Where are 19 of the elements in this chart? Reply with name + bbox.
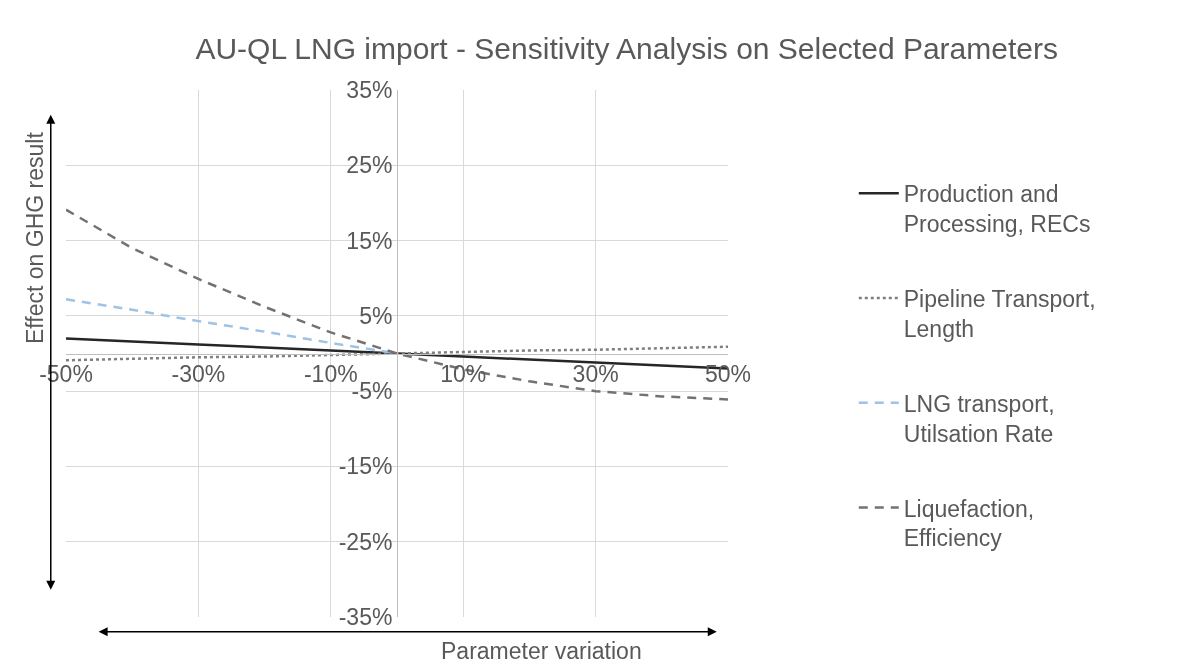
y-tick-label: 15% <box>346 227 393 254</box>
y-tick-label: 35% <box>346 77 393 104</box>
y-tick-label: 25% <box>346 152 393 179</box>
chart-title: AU-QL LNG import - Sensitivity Analysis on Selected Parameters <box>195 31 1058 65</box>
y-tick-label: -15% <box>338 453 393 480</box>
x-tick-label: 30% <box>572 361 619 388</box>
legend-label: Production and Processing, RECs <box>903 181 1091 238</box>
y-tick-label: -25% <box>338 528 393 555</box>
y-tick-label: -35% <box>338 604 393 631</box>
legend-label: LNG transport, Utilsation Rate <box>903 390 1055 447</box>
x-tick-label: -30% <box>171 361 226 388</box>
legend-label: Pipeline Transport, Length <box>903 285 1096 342</box>
y-axis-title: Effect on GHG result <box>21 131 48 344</box>
x-axis-title: Parameter variation <box>441 638 642 664</box>
x-tick-label: 50% <box>704 361 752 388</box>
y-tick-label: 5% <box>359 302 393 329</box>
line-series <box>66 345 728 362</box>
x-tick-label: 10% <box>440 361 487 388</box>
legend-label: Liquefaction, Efficiency <box>903 495 1035 552</box>
